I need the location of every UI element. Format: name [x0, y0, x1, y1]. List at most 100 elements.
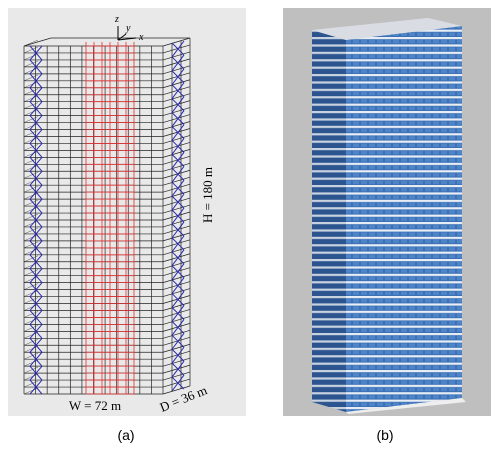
building-base — [346, 398, 466, 414]
frame-line — [171, 124, 185, 141]
frame-line — [162, 176, 191, 186]
frame-line — [171, 249, 185, 267]
frame-line — [171, 82, 185, 99]
frame-line — [29, 170, 43, 186]
frame-line — [171, 179, 185, 197]
frame-line — [162, 323, 191, 332]
frame-line — [162, 183, 191, 193]
frame-line — [29, 337, 43, 353]
frame-line — [171, 291, 185, 308]
frame-line — [29, 212, 43, 228]
building-roof — [312, 18, 462, 40]
frame-line — [162, 51, 191, 61]
frame-line — [29, 282, 43, 297]
frame-line — [29, 296, 43, 311]
frame-line — [162, 197, 191, 207]
frame-line — [162, 232, 191, 242]
frame-line — [162, 142, 191, 151]
frame-line — [171, 193, 185, 211]
caption-b: (b) — [376, 427, 393, 443]
frame-line — [162, 225, 191, 235]
frame-line — [29, 87, 43, 103]
frame-line — [171, 346, 185, 364]
frame-line — [29, 157, 43, 172]
frame-line — [171, 360, 185, 378]
frame-line — [162, 288, 191, 297]
frame-line — [29, 198, 43, 214]
frame-line — [29, 240, 43, 256]
frame-line — [29, 268, 43, 283]
frame-line — [162, 239, 191, 249]
building-front — [346, 26, 462, 412]
frame-line — [162, 309, 191, 318]
frame-line — [171, 207, 185, 225]
frame-line — [29, 45, 43, 61]
frame-line — [29, 59, 43, 75]
frame-line — [162, 100, 191, 109]
frame-line — [162, 253, 191, 263]
frame-line — [29, 379, 43, 395]
frame-line — [162, 343, 191, 353]
frame-line — [162, 204, 191, 214]
frame-line — [162, 274, 191, 283]
frame-line — [171, 305, 185, 322]
frame-line — [171, 333, 185, 350]
frame-line — [162, 336, 191, 346]
frame-line — [29, 184, 43, 200]
frame-line — [162, 246, 191, 256]
frame-line — [162, 44, 191, 54]
frame-line — [171, 235, 185, 253]
frame-line — [162, 329, 191, 339]
frame-line — [29, 351, 43, 367]
width-label: W = 72 m — [69, 398, 121, 413]
frame-line — [162, 302, 191, 311]
height-label: H = 180 m — [200, 167, 215, 223]
frame-line — [171, 96, 185, 113]
caption-a: (a) — [117, 427, 134, 443]
frame-line — [162, 350, 191, 360]
frame-line — [162, 260, 191, 270]
frame-line — [162, 155, 191, 165]
frame-line — [162, 65, 191, 75]
frame-line — [162, 267, 191, 277]
frame-line — [162, 79, 191, 89]
frame-line — [162, 364, 191, 374]
axis-z: z — [114, 14, 119, 25]
frame-line — [171, 319, 185, 336]
frame-line — [162, 385, 191, 395]
frame-line — [171, 221, 185, 239]
frame-line — [29, 73, 43, 89]
frame-line — [162, 316, 191, 325]
frame-line — [162, 357, 191, 367]
frame-line — [171, 277, 185, 294]
frame-line — [162, 211, 191, 221]
building-side — [312, 30, 346, 412]
frame-line — [162, 58, 191, 68]
frame-line — [171, 374, 185, 392]
frame-line — [162, 162, 191, 172]
frame-line — [29, 101, 43, 116]
frame-line — [171, 40, 185, 58]
frame-line — [29, 310, 43, 325]
frame-line — [29, 115, 43, 130]
frame-line — [171, 165, 185, 183]
frame-line — [162, 295, 191, 304]
frame-line — [171, 68, 185, 86]
frame-line — [171, 138, 185, 155]
frame-line — [162, 107, 191, 116]
axis-y: y — [125, 23, 131, 34]
axis-x: x — [138, 32, 144, 43]
frame-line — [162, 114, 191, 123]
frame-line — [162, 169, 191, 179]
panel-a-background — [8, 8, 246, 416]
frame-line — [162, 378, 191, 388]
frame-line — [162, 121, 191, 130]
frame-line — [171, 152, 185, 169]
frame-line — [23, 37, 52, 47]
frame-line — [162, 135, 191, 144]
frame-line — [29, 324, 43, 339]
frame-line — [29, 254, 43, 270]
frame-line — [29, 226, 43, 242]
frame-line — [162, 149, 191, 158]
